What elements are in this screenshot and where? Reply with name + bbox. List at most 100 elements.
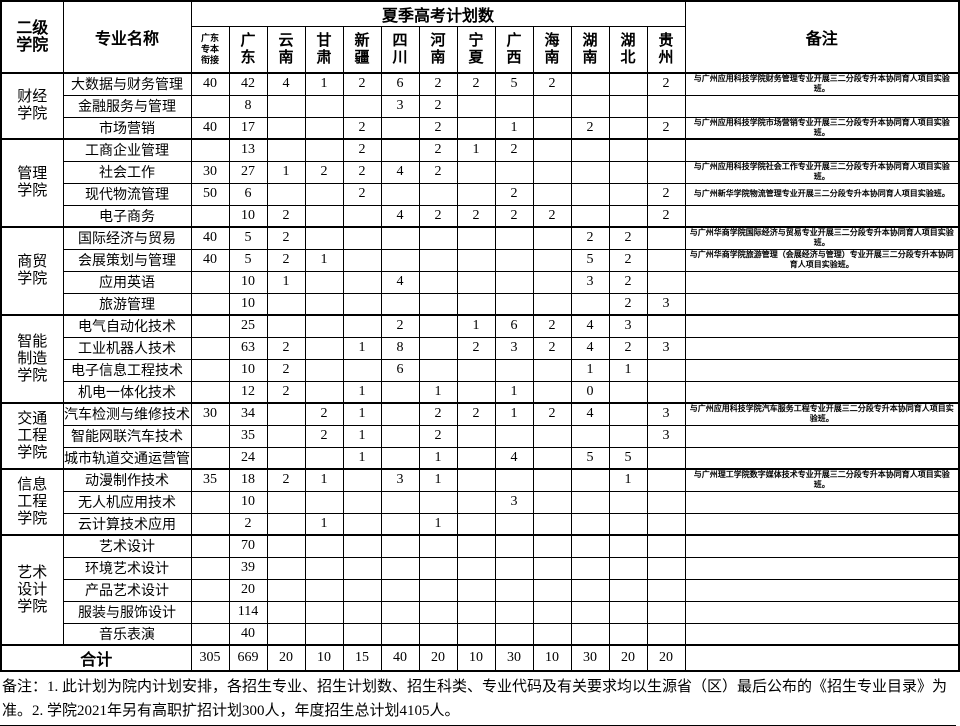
plan-value-cell: 5	[570, 446, 610, 470]
table-row: 环境艺术设计 39	[1, 556, 960, 580]
plan-value-cell	[532, 138, 572, 162]
plan-value-cell: 2	[646, 182, 686, 206]
plan-value-cell	[304, 578, 344, 602]
plan-value-cell	[418, 556, 458, 580]
plan-value-cell	[380, 578, 420, 602]
plan-value-cell	[608, 600, 648, 624]
plan-value-cell: 1	[304, 468, 344, 492]
plan-value-cell: 2	[608, 336, 648, 360]
plan-value-cell	[190, 424, 230, 448]
plan-value-cell	[532, 358, 572, 382]
plan-value-cell	[190, 600, 230, 624]
table-row: 艺术设计学院 艺术设计 70	[0, 534, 960, 646]
plan-value-cell	[608, 380, 648, 404]
plan-value-cell	[266, 578, 306, 602]
total-value-cell: 10	[456, 644, 496, 672]
plan-value-cell: 5	[228, 248, 268, 272]
plan-value-cell: 2	[418, 424, 458, 448]
plan-value-cell	[494, 292, 534, 316]
plan-value-cell	[570, 72, 610, 96]
table-row: 信息工程学院 动漫制作技术 35 18 2 1 3 1 1 与广州理工学院数字媒体技术专业开展三二…	[0, 468, 960, 536]
table-body: 财经学院 大数据与财务管理 40 42 4 1 2 6 2 2 5 2 2 与广州应用科技学院财务管理专业…	[0, 72, 960, 672]
plan-value-cell	[456, 556, 496, 580]
remark-cell	[684, 578, 960, 602]
plan-value-cell: 30	[190, 402, 230, 426]
plan-value-cell: 20	[228, 578, 268, 602]
plan-value-cell	[532, 226, 572, 250]
plan-value-cell: 4	[266, 72, 306, 96]
plan-value-cell: 1	[494, 116, 534, 140]
college-cell: 信息工程学院	[0, 468, 64, 536]
plan-value-cell	[342, 534, 382, 558]
total-value-cell: 305	[190, 644, 230, 672]
plan-value-cell: 2	[266, 204, 306, 228]
plan-value-cell: 2	[418, 160, 458, 184]
plan-value-cell	[304, 116, 344, 140]
plan-value-cell	[570, 468, 610, 492]
plan-value-cell	[380, 402, 420, 426]
plan-value-cell	[342, 292, 382, 316]
plan-value-cell: 2	[418, 94, 458, 118]
plan-value-cell	[570, 600, 610, 624]
plan-value-cell	[532, 446, 572, 470]
plan-value-cell: 10	[228, 358, 268, 382]
plan-value-cell	[608, 556, 648, 580]
remark-cell	[684, 138, 960, 162]
major-name-cell: 电子商务	[62, 204, 192, 228]
plan-value-cell	[190, 512, 230, 536]
plan-value-cell	[608, 622, 648, 646]
plan-value-cell	[494, 622, 534, 646]
plan-value-cell: 1	[456, 314, 496, 338]
plan-value-cell	[266, 94, 306, 118]
table-row: 机电一体化技术 12 2 1 1 1 0	[1, 380, 960, 404]
plan-value-cell	[646, 94, 686, 118]
total-value-cell: 40	[380, 644, 420, 672]
major-name-cell: 音乐表演	[62, 622, 192, 646]
plan-value-cell: 2	[532, 314, 572, 338]
header-row-group: 二级学院 专业名称 夏季高考计划数 备注	[0, 0, 960, 74]
remark-cell: 与广州应用科技学院市场营销专业开展三二分段专升本协同育人项目实验班。	[684, 116, 960, 140]
plan-value-cell	[304, 446, 344, 470]
plan-value-cell	[494, 512, 534, 536]
plan-value-cell: 0	[570, 380, 610, 404]
plan-value-cell	[646, 248, 686, 272]
plan-value-cell: 1	[418, 380, 458, 404]
major-name-cell: 大数据与财务管理	[62, 72, 192, 96]
table-row: 财经学院 大数据与财务管理 40 42 4 1 2 6 2 2 5 2 2 与广州应用科技学院财务管理专业…	[0, 72, 960, 140]
plan-value-cell	[494, 578, 534, 602]
plan-value-cell: 18	[228, 468, 268, 492]
remark-cell: 与广州华商学院旅游管理（会展经济与管理）专业开展三二分段专升本协同育人项目实验班…	[684, 248, 960, 272]
plan-value-cell: 6	[494, 314, 534, 338]
plan-value-cell	[304, 292, 344, 316]
plan-value-cell	[304, 622, 344, 646]
plan-value-cell	[532, 622, 572, 646]
major-name-cell: 工业机器人技术	[62, 336, 192, 360]
plan-value-cell: 2	[456, 204, 496, 228]
plan-value-cell	[418, 534, 458, 558]
table-row: 金融服务与管理 8 3 2	[1, 94, 960, 118]
plan-value-cell	[380, 116, 420, 140]
plan-value-cell	[570, 94, 610, 118]
major-name-cell: 城市轨道交通运营管	[62, 446, 192, 470]
plan-value-cell: 1	[266, 270, 306, 294]
plan-value-cell: 2	[304, 424, 344, 448]
plan-value-cell: 2	[380, 314, 420, 338]
plan-value-cell	[532, 94, 572, 118]
header-province: 湖 南	[570, 26, 610, 74]
remark-cell	[684, 424, 960, 448]
plan-value-cell: 24	[228, 446, 268, 470]
plan-value-cell	[532, 578, 572, 602]
plan-value-cell: 2	[456, 336, 496, 360]
plan-value-cell: 2	[418, 402, 458, 426]
plan-value-cell	[418, 358, 458, 382]
plan-value-cell	[494, 248, 534, 272]
plan-value-cell: 40	[190, 248, 230, 272]
plan-value-cell	[608, 138, 648, 162]
plan-value-cell	[380, 226, 420, 250]
plan-value-cell: 2	[646, 116, 686, 140]
plan-value-cell: 1	[342, 446, 382, 470]
plan-value-cell	[380, 248, 420, 272]
plan-value-cell	[532, 182, 572, 206]
plan-value-cell	[608, 72, 648, 96]
major-name-cell: 艺术设计	[62, 534, 192, 558]
